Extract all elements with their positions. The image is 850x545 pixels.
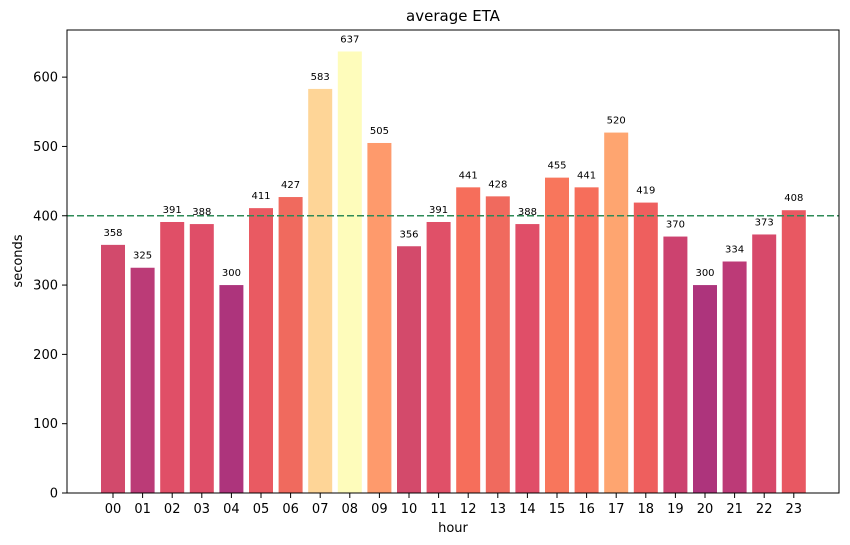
x-tick-label-14: 14 [519, 502, 536, 517]
bar-00 [101, 244, 125, 493]
bar-06 [278, 197, 303, 494]
data-label-20: 300 [695, 268, 714, 279]
data-label-11: 391 [429, 205, 448, 216]
x-tick-label-17: 17 [608, 502, 625, 517]
chart-title: average ETA [406, 7, 501, 25]
data-label-06: 427 [281, 180, 300, 191]
bar-05 [249, 208, 273, 493]
y-tick-label-200: 200 [33, 348, 58, 363]
y-tick-label-600: 600 [33, 71, 58, 86]
bar-15 [545, 177, 569, 493]
bar-16 [574, 187, 599, 493]
bar-17 [604, 132, 629, 493]
bar-20 [693, 285, 717, 493]
bar-08 [337, 51, 362, 494]
data-label-21: 334 [725, 245, 744, 256]
x-tick-label-07: 07 [312, 502, 329, 517]
bar-21 [722, 261, 747, 493]
x-tick-label-09: 09 [371, 502, 388, 517]
bar-12 [456, 187, 481, 493]
y-tick-label-400: 400 [33, 209, 58, 224]
data-label-10: 356 [399, 229, 418, 240]
data-label-14: 388 [518, 207, 537, 218]
data-label-12: 441 [459, 170, 478, 181]
x-tick-label-02: 02 [164, 502, 181, 517]
bar-13 [485, 196, 510, 493]
data-label-19: 370 [666, 220, 685, 231]
x-tick-label-21: 21 [726, 502, 743, 517]
data-label-07: 583 [311, 72, 330, 83]
x-tick-label-15: 15 [549, 502, 566, 517]
data-label-23: 408 [784, 193, 803, 204]
bar-10 [397, 246, 421, 493]
x-axis: 00 01 02 03 04 05 06 07 08 09 10 11 12 13 14 15 16 17 18 19… [105, 493, 802, 517]
bar-14 [515, 224, 540, 493]
x-tick-label-00: 00 [105, 502, 122, 517]
x-tick-label-08: 08 [342, 502, 359, 517]
bar-04 [219, 285, 244, 493]
bar-03 [189, 224, 214, 493]
bar-01 [130, 267, 155, 493]
data-label-03: 388 [192, 207, 211, 218]
data-label-15: 455 [547, 161, 566, 172]
x-tick-label-04: 04 [223, 502, 240, 517]
y-tick-label-500: 500 [33, 140, 58, 155]
bar-18 [633, 202, 658, 493]
data-label-05: 411 [251, 191, 270, 202]
x-tick-label-10: 10 [401, 502, 418, 517]
data-label-13: 428 [488, 179, 507, 190]
y-axis: 0 100 200 300 400 500 600 [33, 71, 67, 502]
y-tick-label-0: 0 [50, 487, 58, 502]
x-tick-label-19: 19 [667, 502, 684, 517]
x-tick-label-13: 13 [490, 502, 507, 517]
x-tick-label-06: 06 [282, 502, 299, 517]
y-tick-label-100: 100 [33, 417, 58, 432]
data-label-17: 520 [607, 116, 626, 127]
x-tick-label-20: 20 [697, 502, 714, 517]
x-tick-label-12: 12 [460, 502, 477, 517]
bar-11 [426, 221, 451, 494]
bar-23 [781, 210, 806, 493]
x-tick-label-23: 23 [786, 502, 803, 517]
x-tick-label-16: 16 [578, 502, 595, 517]
bar-19 [663, 236, 688, 494]
data-label-22: 373 [755, 217, 774, 228]
x-tick-label-22: 22 [756, 502, 773, 517]
x-tick-label-18: 18 [638, 502, 655, 517]
x-tick-label-11: 11 [430, 502, 447, 517]
bar-22 [752, 234, 777, 493]
plot-frame [66, 29, 840, 494]
data-label-09: 505 [370, 126, 389, 137]
data-label-18: 419 [636, 186, 655, 197]
y-tick-label-300: 300 [33, 279, 58, 294]
x-tick-label-01: 01 [134, 502, 151, 517]
data-label-04: 300 [222, 268, 241, 279]
y-axis-label: seconds [11, 234, 26, 287]
data-label-02: 391 [163, 205, 182, 216]
bar-07 [308, 88, 333, 493]
data-labels-layer: 358 325 391 388 300 411 427 583 637 505 356 391 441 4… [103, 34, 803, 279]
x-axis-label: hour [438, 521, 468, 536]
bar-09 [367, 142, 392, 494]
bar-02 [160, 221, 185, 494]
x-tick-label-03: 03 [194, 502, 211, 517]
bars-layer [101, 51, 806, 494]
data-label-08: 637 [340, 34, 359, 45]
data-label-16: 441 [577, 170, 596, 181]
data-label-00: 358 [103, 228, 122, 239]
data-label-01: 325 [133, 251, 152, 262]
x-tick-label-05: 05 [253, 502, 270, 517]
